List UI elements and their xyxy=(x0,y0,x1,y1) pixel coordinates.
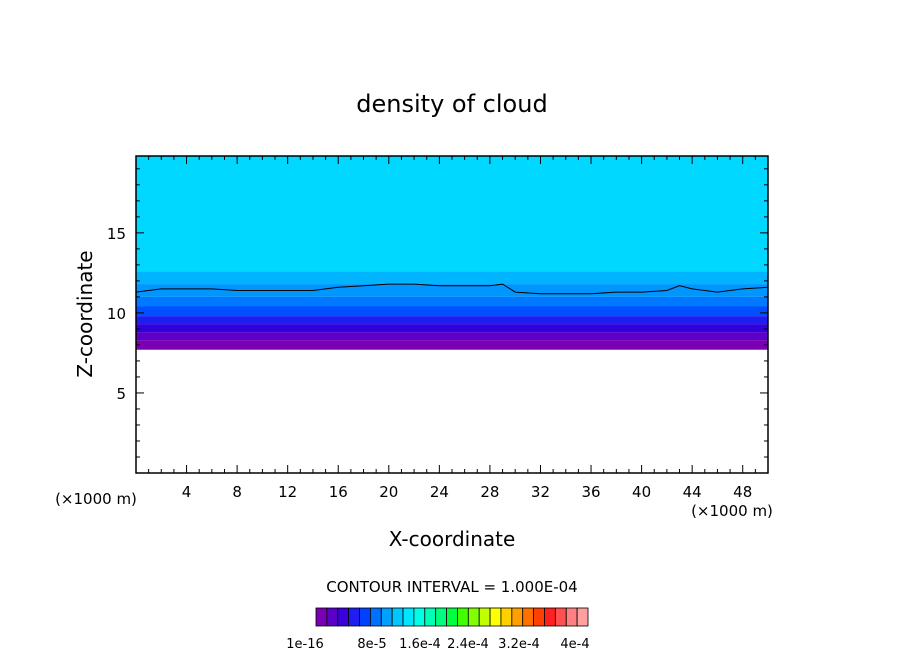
x-tick-label: 40 xyxy=(632,483,651,501)
colorbar-swatch xyxy=(435,607,447,627)
cloud-layer-4 xyxy=(136,306,768,317)
x-tick-label: 4 xyxy=(182,483,192,501)
colorbar-swatch xyxy=(380,607,393,627)
cloud-layer-0 xyxy=(136,156,768,272)
contour-line xyxy=(135,283,769,295)
colorbar-label: 1.6e-4 xyxy=(399,637,441,652)
y-tick-label: 5 xyxy=(116,385,126,403)
colorbar-label: 8e-5 xyxy=(357,637,386,652)
colorbar-label: 3.2e-4 xyxy=(498,637,540,652)
colorbar-label: 1e-16 xyxy=(286,637,324,652)
x-unit-left: (×1000 m) xyxy=(55,490,137,508)
colorbar-swatch xyxy=(565,607,578,627)
x-tick-label: 36 xyxy=(581,483,600,501)
x-tick-label: 16 xyxy=(329,483,348,501)
x-tick-label: 12 xyxy=(278,483,297,501)
colorbar-swatch xyxy=(337,607,350,627)
colorbar-swatch xyxy=(522,607,534,627)
cloud-layer-3 xyxy=(136,296,768,307)
colorbar-swatch xyxy=(359,607,371,627)
x-unit-right: (×1000 m) xyxy=(691,502,773,520)
colorbar-swatch xyxy=(544,607,556,627)
cloud-layer-1 xyxy=(136,271,768,285)
colorbar-swatch xyxy=(402,607,415,627)
x-axis-label: X-coordinate xyxy=(389,527,516,551)
colorbar-label: 2.4e-4 xyxy=(447,637,489,652)
colorbar-swatch xyxy=(511,607,524,627)
colorbar-swatch xyxy=(467,607,480,627)
colorbar xyxy=(315,607,589,627)
colorbar-swatch xyxy=(446,607,458,627)
cloud-layer-8 xyxy=(136,340,768,350)
colorbar-swatch xyxy=(315,607,328,627)
chart-title: density of cloud xyxy=(356,90,547,118)
x-tick-label: 28 xyxy=(480,483,499,501)
colorbar-swatch xyxy=(413,607,426,627)
colorbar-swatch xyxy=(576,607,589,627)
colorbar-swatch xyxy=(391,607,404,627)
colorbar-labels: 1e-16 8e-5 1.6e-4 2.4e-4 3.2e-4 4e-4 xyxy=(286,637,589,652)
colorbar-swatch xyxy=(478,607,491,627)
colorbar-label: 4e-4 xyxy=(560,637,589,652)
x-tick-label: 24 xyxy=(430,483,449,501)
colorbar-swatch xyxy=(500,607,513,627)
x-tick-label: 32 xyxy=(531,483,550,501)
colorbar-swatch xyxy=(457,607,469,627)
cloud-layer-7 xyxy=(136,332,768,341)
y-tick-label: 10 xyxy=(107,305,126,323)
y-axis-label: Z-coordinate xyxy=(73,250,97,377)
plot-fill xyxy=(136,156,768,350)
y-tick-label: 15 xyxy=(107,225,126,243)
x-tick-label: 8 xyxy=(232,483,242,501)
cloud-layer-5 xyxy=(136,316,768,325)
colorbar-swatch xyxy=(554,607,567,627)
cloud-layer-2 xyxy=(136,284,768,297)
x-tick-label: 48 xyxy=(733,483,752,501)
colorbar-swatch xyxy=(348,607,360,627)
colorbar-swatch xyxy=(369,607,382,627)
cloud-layer-6 xyxy=(136,324,768,333)
contour-interval-text: CONTOUR INTERVAL = 1.000E-04 xyxy=(326,578,577,596)
colorbar-swatch xyxy=(424,607,437,627)
colorbar-swatch xyxy=(489,607,502,627)
colorbar-swatch xyxy=(326,607,339,627)
x-tick-label: 44 xyxy=(683,483,702,501)
colorbar-swatch xyxy=(533,607,545,627)
x-tick-label: 20 xyxy=(379,483,398,501)
